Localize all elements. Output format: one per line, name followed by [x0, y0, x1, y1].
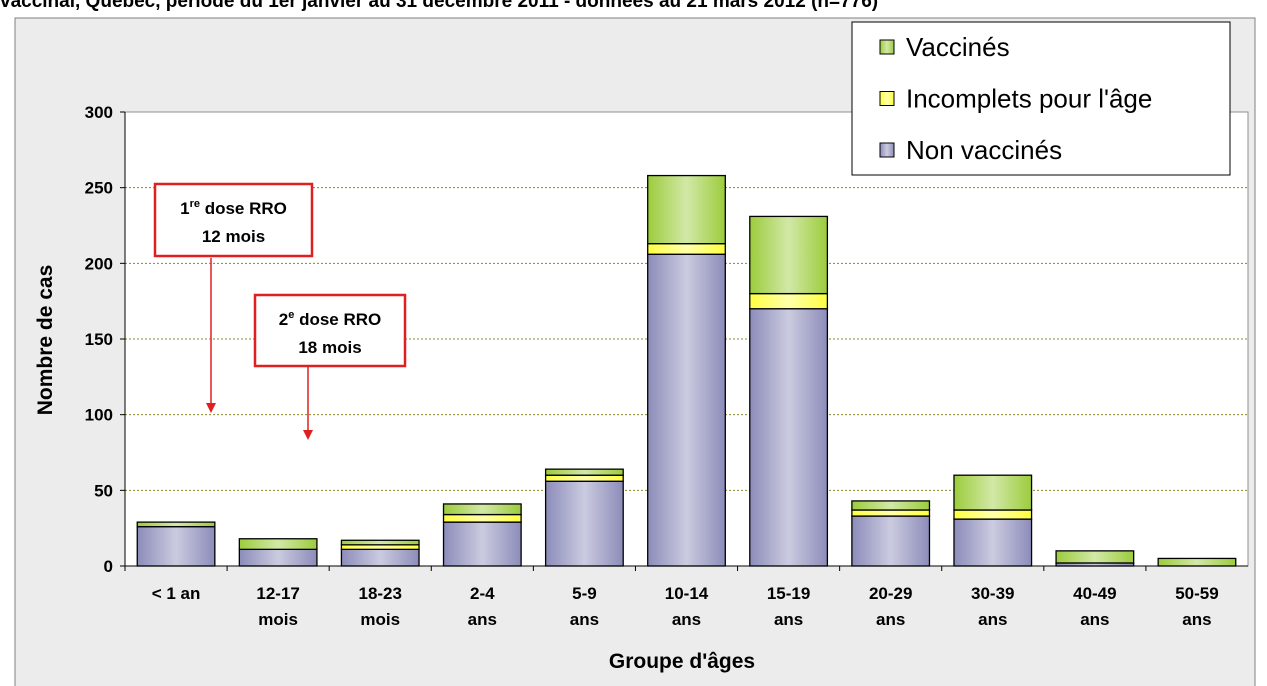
annotation-sup: re: [190, 198, 200, 210]
annotation-text: dose RRO: [294, 310, 381, 329]
x-tick-label: mois: [258, 610, 298, 629]
annotation-text: dose RRO: [200, 199, 287, 218]
x-tick-label: 50-59: [1175, 584, 1218, 603]
x-tick-label: 20-29: [869, 584, 912, 603]
bar-segment: [647, 243, 726, 255]
x-tick-label: < 1 an: [152, 584, 201, 603]
bar-segment: [953, 474, 1033, 511]
bar-segment: [749, 308, 829, 567]
x-tick-label: ans: [978, 610, 1007, 629]
bar-segment: [442, 503, 522, 516]
annotation-arrowhead: [206, 403, 216, 413]
bar-segment: [647, 174, 726, 245]
x-tick-label: mois: [360, 610, 400, 629]
annotation-text: 18 mois: [298, 338, 361, 357]
bar-segment: [544, 468, 624, 476]
x-tick-label: 10-14: [665, 584, 709, 603]
x-tick-label: 5-9: [572, 584, 597, 603]
bar-segment: [238, 538, 318, 551]
bar-segment: [1055, 550, 1135, 564]
y-tick-label: 250: [85, 179, 113, 198]
x-tick-label: ans: [570, 610, 599, 629]
annotation-number: 2: [279, 310, 288, 329]
legend-label: Vaccinés: [906, 32, 1010, 62]
y-tick-label: 150: [85, 330, 113, 349]
annotation-arrowhead: [303, 430, 313, 440]
y-tick-label: 50: [94, 481, 113, 500]
x-tick-label: ans: [876, 610, 905, 629]
bar-segment: [136, 526, 216, 567]
x-tick-label: 2-4: [470, 584, 495, 603]
x-tick-label: 40-49: [1073, 584, 1116, 603]
legend-swatch: [879, 142, 895, 158]
bar-segment: [340, 544, 420, 551]
annotation-text: 1re dose RRO: [180, 198, 287, 218]
bar-segment: [647, 253, 726, 567]
annotation-text: 2e dose RRO: [279, 309, 382, 329]
x-tick-label: ans: [1080, 610, 1109, 629]
legend-box: [851, 21, 1231, 176]
bar-segment: [1157, 557, 1237, 567]
y-tick-label: 200: [85, 254, 113, 273]
x-tick-label: ans: [672, 610, 701, 629]
bar-segment: [749, 292, 829, 310]
annotation-text: 12 mois: [202, 227, 265, 246]
legend-swatch: [879, 39, 895, 55]
bar-segment: [340, 539, 420, 546]
x-axis-label: Groupe d'âges: [609, 650, 755, 673]
bar-segment: [544, 474, 624, 482]
bar-segment: [442, 521, 522, 567]
legend-label: Incomplets pour l'âge: [906, 84, 1152, 114]
x-tick-label: 18-23: [358, 584, 401, 603]
legend-swatch: [879, 91, 895, 106]
y-tick-label: 300: [85, 103, 113, 122]
bar-segment: [238, 548, 318, 567]
y-tick-label: 100: [85, 406, 113, 425]
annotation-number: 1: [180, 199, 189, 218]
bar-segment: [851, 509, 931, 517]
annotation-box: [253, 293, 407, 368]
annotation-sup: e: [288, 309, 294, 321]
x-tick-label: ans: [774, 610, 803, 629]
bar-segment: [953, 518, 1033, 567]
annotation-box: [153, 182, 314, 258]
x-tick-label: ans: [468, 610, 497, 629]
y-axis-label: Nombre de cas: [34, 265, 57, 416]
bar-segment: [953, 509, 1033, 520]
legend-label: Non vaccinés: [906, 135, 1062, 165]
bar-segment: [749, 215, 829, 295]
chart-title: vaccinal, Québec, période du 1er janvier…: [0, 0, 878, 12]
bar-segment: [340, 548, 420, 567]
x-tick-label: 15-19: [767, 584, 810, 603]
bar-segment: [136, 521, 216, 528]
x-tick-label: 12-17: [256, 584, 299, 603]
x-tick-label: ans: [1182, 610, 1211, 629]
x-tick-label: 30-39: [971, 584, 1014, 603]
bar-segment: [544, 480, 624, 567]
bar-segment: [851, 500, 931, 511]
bar-segment: [442, 513, 522, 523]
bar-segment: [851, 515, 931, 567]
y-tick-label: 0: [104, 557, 113, 576]
